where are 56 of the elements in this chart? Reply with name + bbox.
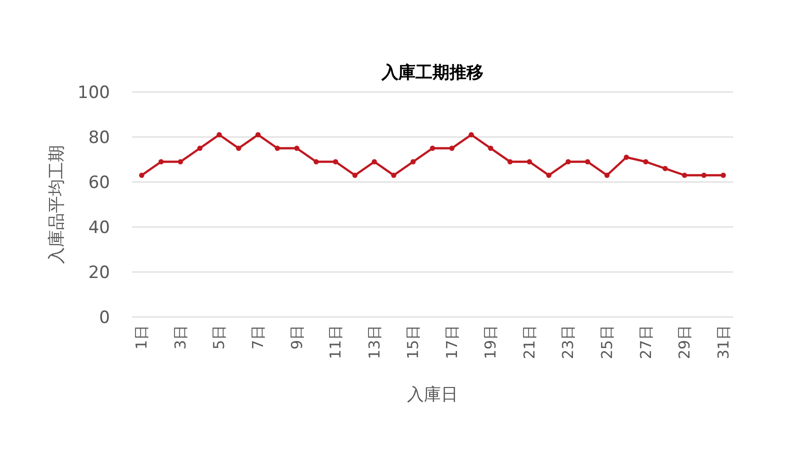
- point: [526, 159, 532, 164]
- chart-title: 入庫工期推移: [380, 63, 484, 83]
- point: [488, 146, 494, 151]
- x-tick-label: 25日: [598, 325, 616, 360]
- x-tick-label: 1日: [132, 325, 151, 350]
- point: [584, 159, 590, 164]
- point: [352, 172, 358, 178]
- point: [216, 132, 222, 138]
- x-tick-label: 15日: [404, 325, 422, 360]
- x-tick-label: 17日: [442, 325, 461, 360]
- point: [720, 172, 726, 178]
- point: [682, 172, 688, 178]
- point: [178, 159, 184, 164]
- point: [139, 172, 144, 178]
- point: [701, 172, 707, 178]
- point: [332, 159, 338, 164]
- x-tick-label: 21日: [520, 325, 538, 360]
- x-tick-label: 11日: [326, 325, 345, 360]
- point: [430, 146, 436, 151]
- point: [255, 132, 261, 138]
- point: [566, 159, 571, 164]
- point: [604, 172, 610, 178]
- y-tick-label: 100: [78, 83, 110, 103]
- x-tick-label: 31日: [714, 325, 732, 360]
- point: [546, 172, 552, 178]
- x-tick-label: 13日: [365, 325, 384, 360]
- point: [274, 146, 280, 151]
- point: [372, 159, 377, 164]
- y-tick-label: 0: [99, 308, 110, 328]
- point: [662, 166, 668, 172]
- point: [624, 154, 629, 160]
- point: [197, 146, 202, 151]
- x-tick-label: 23日: [559, 325, 578, 360]
- point: [468, 132, 474, 138]
- x-tick-label: 27日: [636, 325, 655, 360]
- point: [294, 146, 300, 151]
- point: [236, 146, 242, 151]
- point: [391, 172, 396, 178]
- point: [158, 159, 164, 164]
- y-tick-label: 40: [88, 218, 110, 238]
- x-tick-label: 3日: [171, 325, 190, 350]
- point: [314, 159, 319, 164]
- point: [410, 159, 416, 164]
- y-tick-label: 80: [88, 128, 110, 148]
- point: [507, 159, 513, 164]
- x-tick-label: 19日: [482, 325, 500, 360]
- y-axis-title: 入庫品平均工期: [47, 145, 67, 264]
- x-tick-label: 9日: [288, 325, 306, 350]
- x-axis-title: 入庫日: [407, 385, 458, 405]
- x-tick-label: 29日: [676, 325, 694, 360]
- x-tick-label: 7日: [249, 325, 268, 350]
- y-tick-label: 20: [88, 263, 110, 283]
- point: [643, 159, 648, 164]
- y-tick-label: 60: [88, 173, 110, 193]
- x-tick-label: 5日: [210, 325, 228, 350]
- point: [449, 146, 454, 151]
